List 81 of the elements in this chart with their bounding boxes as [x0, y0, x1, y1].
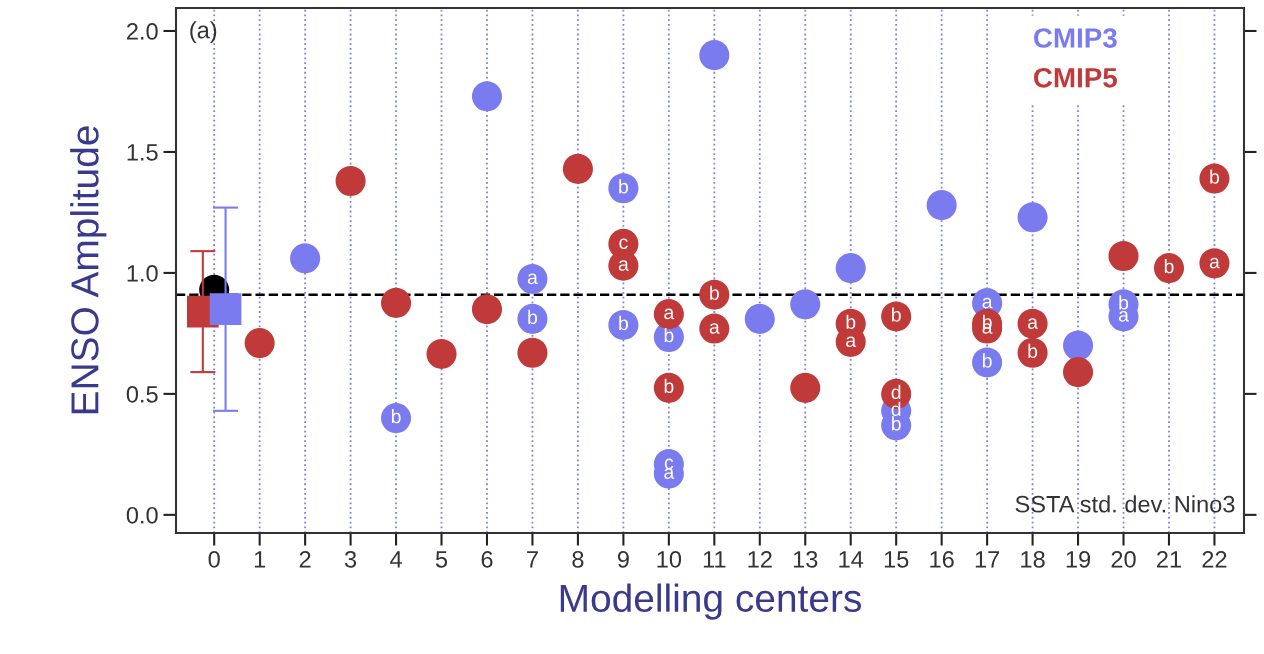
text: CMIP5: [1034, 67, 1117, 88]
x-tick-label: 11: [703, 551, 726, 568]
data-label: d: [891, 384, 901, 400]
x-tick-label: 16: [930, 550, 954, 568]
point: [244, 328, 275, 359]
y-axis-title: ENSO Amplitude: [70, 126, 107, 414]
annotation: SSTA std. dev. Nino3: [1015, 495, 1235, 513]
data-label: a: [1028, 318, 1038, 329]
data-label: a: [1209, 257, 1220, 269]
data-label: c: [619, 238, 628, 250]
data-label: b: [664, 327, 674, 343]
point: [744, 303, 775, 334]
data-label: b: [619, 315, 628, 331]
point: [471, 81, 503, 112]
point: [381, 287, 412, 318]
x-tick-label: 1: [254, 551, 266, 568]
point: [335, 165, 366, 197]
data-label: a: [982, 297, 993, 309]
data-label: a: [846, 336, 857, 348]
x-tick-label: 7: [527, 551, 538, 568]
text: CMIP3: [1034, 28, 1117, 48]
x-tick-label: 4: [390, 551, 402, 568]
point: [1062, 330, 1094, 361]
data-label: b: [1028, 343, 1038, 358]
data-label: a: [709, 323, 720, 334]
point: [517, 337, 548, 368]
data-label: b: [528, 309, 538, 325]
data-label: a: [1118, 311, 1129, 322]
annotation: (a): [190, 21, 217, 44]
x-tick-label: 10: [657, 550, 682, 568]
point: [926, 190, 957, 221]
point: [562, 153, 593, 184]
data-label: b: [710, 285, 719, 300]
x-tick-label: 12: [748, 550, 772, 568]
data-label: c: [664, 458, 674, 470]
x-tick-label: 21: [1157, 550, 1181, 568]
point: [699, 40, 730, 71]
x-tick-label: 5: [435, 551, 448, 568]
x-axis-title: Modelling centers: [560, 583, 861, 620]
x-tick-label: 17: [975, 551, 1000, 568]
point: [471, 294, 503, 325]
data-label: b: [1210, 169, 1220, 184]
data-label: b: [1164, 259, 1174, 274]
data-label: a: [664, 308, 675, 320]
point: [209, 293, 242, 326]
x-tick-label: 15: [884, 551, 909, 568]
data-label: a: [618, 260, 629, 271]
point: [1062, 357, 1094, 388]
y-tick-label: 0.5: [126, 385, 158, 403]
x-tick-label: 20: [1111, 550, 1136, 568]
x-tick-label: 18: [1021, 550, 1045, 568]
point: [1108, 240, 1139, 272]
x-tick-label: 3: [344, 550, 357, 568]
x-tick-label: 6: [481, 550, 493, 568]
data-label: b: [1119, 295, 1129, 310]
data-label: b: [391, 409, 401, 424]
x-tick-label: 9: [617, 550, 629, 568]
data-label: b: [892, 416, 901, 431]
x-tick-label: 19: [1066, 550, 1091, 568]
x-tick-label: 0: [208, 550, 220, 568]
point: [426, 338, 457, 370]
data-label: b: [892, 307, 901, 322]
y-tick-label: 1.0: [127, 264, 158, 282]
data-label: b: [846, 314, 856, 329]
x-tick-label: 2: [299, 550, 311, 568]
point: [835, 253, 866, 284]
data-label: b: [619, 179, 628, 194]
data-label: b: [982, 353, 992, 368]
point: [1017, 202, 1048, 233]
y-tick-label: 1.5: [127, 144, 158, 161]
point: [790, 289, 821, 320]
point: [290, 243, 321, 274]
data-label: a: [527, 273, 538, 285]
x-tick-label: 13: [793, 550, 818, 568]
x-tick-label: 22: [1202, 550, 1227, 568]
x-tick-label: 8: [572, 550, 584, 568]
x-tick-label: 14: [839, 551, 864, 568]
data-label: b: [664, 378, 674, 394]
y-tick-label: 0.0: [126, 506, 158, 524]
point: [790, 372, 821, 403]
y-tick-label: 2.0: [127, 23, 158, 40]
